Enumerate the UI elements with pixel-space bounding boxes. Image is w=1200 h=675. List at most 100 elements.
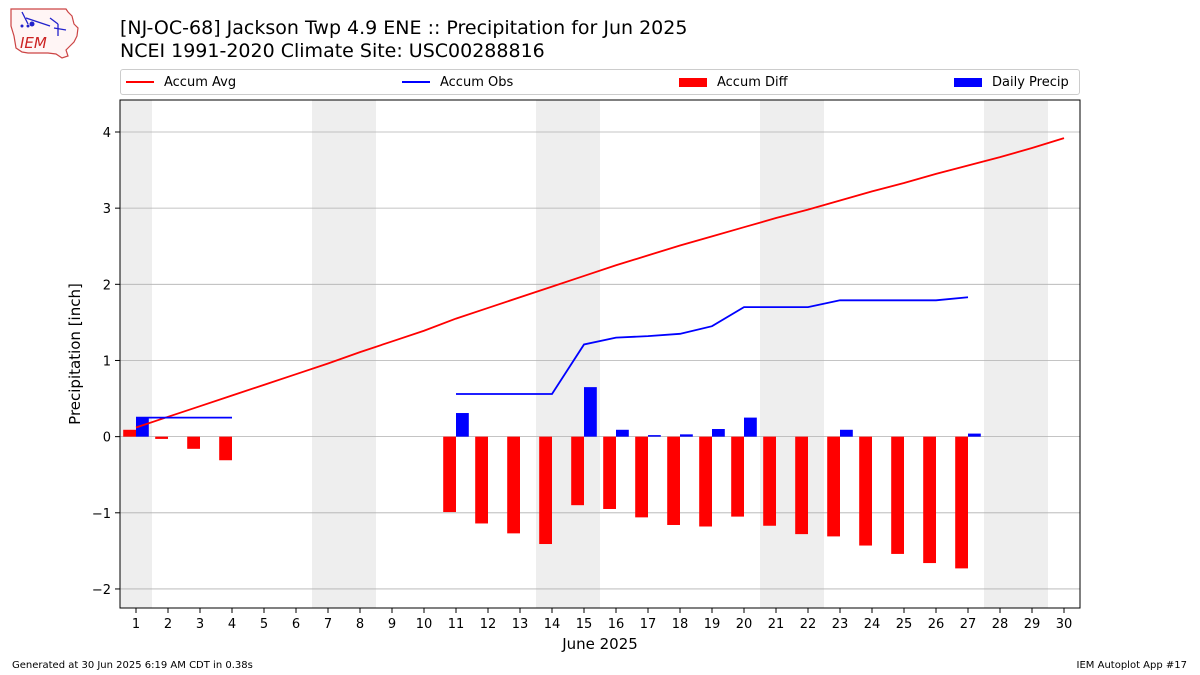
chart-subtitle: NCEI 1991-2020 Climate Site: USC00288816 bbox=[120, 40, 545, 62]
x-tick-label-6: 6 bbox=[292, 617, 300, 632]
logo-text: IEM bbox=[20, 34, 47, 52]
x-tick-label-20: 20 bbox=[736, 617, 753, 632]
x-tick-label-24: 24 bbox=[864, 617, 881, 632]
legend-swatch-accum-avg bbox=[126, 81, 154, 83]
bar-accum-diff-day-25 bbox=[891, 436, 904, 554]
y-tick-label-0: 0 bbox=[103, 431, 111, 446]
bar-series bbox=[123, 387, 981, 569]
bar-daily-precip-day-17 bbox=[648, 435, 661, 437]
y-tick-label-4: 4 bbox=[103, 126, 111, 141]
x-tick-label-14: 14 bbox=[544, 617, 561, 632]
x-tick-label-12: 12 bbox=[480, 617, 497, 632]
bar-daily-precip-day-1 bbox=[136, 417, 149, 437]
bar-accum-diff-day-27 bbox=[955, 436, 968, 569]
weekend-band-0 bbox=[120, 100, 152, 608]
x-tick-label-22: 22 bbox=[800, 617, 817, 632]
legend-item-accum-avg: Accum Avg bbox=[126, 70, 236, 94]
bar-daily-precip-day-18 bbox=[680, 434, 693, 437]
iem-logo: IEM bbox=[10, 8, 79, 59]
x-tick-label-18: 18 bbox=[672, 617, 689, 632]
weekend-band-2 bbox=[536, 100, 600, 608]
bar-accum-diff-day-20 bbox=[731, 436, 744, 517]
legend-label-accum-obs: Accum Obs bbox=[440, 74, 514, 90]
weekend-band-3 bbox=[760, 100, 824, 608]
weekend-band-1 bbox=[312, 100, 376, 608]
bar-accum-diff-day-16 bbox=[603, 436, 616, 509]
bar-daily-precip-day-11 bbox=[456, 413, 469, 437]
bar-accum-diff-day-19 bbox=[699, 436, 712, 527]
x-tick-label-17: 17 bbox=[640, 617, 657, 632]
bar-accum-diff-day-14 bbox=[539, 436, 552, 545]
x-tick-label-10: 10 bbox=[416, 617, 433, 632]
y-tick-label--2: −2 bbox=[92, 583, 111, 598]
y-tick-label-3: 3 bbox=[103, 202, 111, 217]
x-tick-label-5: 5 bbox=[260, 617, 268, 632]
bar-accum-diff-day-23 bbox=[827, 436, 840, 537]
legend-item-accum-diff: Accum Diff bbox=[679, 70, 788, 94]
x-tick-label-3: 3 bbox=[196, 617, 204, 632]
x-tick-label-21: 21 bbox=[768, 617, 785, 632]
legend-item-daily-precip: Daily Precip bbox=[954, 70, 1069, 94]
chart-title: [NJ-OC-68] Jackson Twp 4.9 ENE :: Precip… bbox=[120, 17, 688, 39]
bar-accum-diff-day-4 bbox=[219, 436, 232, 461]
legend-label-daily-precip: Daily Precip bbox=[992, 74, 1069, 90]
legend-swatch-daily-precip bbox=[954, 77, 982, 87]
x-tick-label-13: 13 bbox=[512, 617, 529, 632]
x-tick-label-25: 25 bbox=[896, 617, 913, 632]
footer-generated-text: Generated at 30 Jun 2025 6:19 AM CDT in … bbox=[12, 660, 253, 671]
x-tick-label-23: 23 bbox=[832, 617, 849, 632]
x-tick-label-30: 30 bbox=[1056, 617, 1073, 632]
bar-accum-diff-day-3 bbox=[187, 436, 200, 449]
bar-accum-diff-day-24 bbox=[859, 436, 872, 546]
x-tick-label-27: 27 bbox=[960, 617, 977, 632]
x-axis-label: June 2025 bbox=[561, 635, 638, 653]
line-accum-avg bbox=[135, 137, 1065, 429]
grid-lines bbox=[120, 131, 1080, 590]
y-axis-label: Precipitation [inch] bbox=[66, 283, 84, 425]
x-tick-label-16: 16 bbox=[608, 617, 625, 632]
bar-daily-precip-day-27 bbox=[968, 433, 981, 437]
legend-item-accum-obs: Accum Obs bbox=[402, 70, 513, 94]
bar-accum-diff-day-11 bbox=[443, 436, 456, 513]
x-tick-label-2: 2 bbox=[164, 617, 172, 632]
x-tick-label-26: 26 bbox=[928, 617, 945, 632]
weekend-shading bbox=[120, 100, 1048, 608]
bar-accum-diff-day-26 bbox=[923, 436, 936, 564]
x-tick-label-9: 9 bbox=[388, 617, 396, 632]
bar-accum-diff-day-17 bbox=[635, 436, 648, 518]
bar-accum-diff-day-12 bbox=[475, 436, 488, 524]
plot-frame bbox=[119, 99, 1081, 609]
bar-daily-precip-day-20 bbox=[744, 417, 757, 437]
legend-label-accum-avg: Accum Avg bbox=[164, 74, 237, 90]
y-tick-label-2: 2 bbox=[103, 278, 111, 293]
bar-accum-diff-day-2 bbox=[155, 436, 168, 439]
x-tick-label-11: 11 bbox=[448, 617, 465, 632]
x-tick-label-8: 8 bbox=[356, 617, 364, 632]
bar-daily-precip-day-15 bbox=[584, 387, 597, 437]
y-tick-label-1: 1 bbox=[103, 354, 111, 369]
line-series bbox=[135, 137, 1065, 429]
bar-daily-precip-day-19 bbox=[712, 429, 725, 437]
x-tick-label-4: 4 bbox=[228, 617, 236, 632]
bar-accum-diff-day-18 bbox=[667, 436, 680, 525]
legend-label-accum-diff: Accum Diff bbox=[717, 74, 788, 90]
x-tick-label-7: 7 bbox=[324, 617, 332, 632]
footer-app-text: IEM Autoplot App #17 bbox=[1076, 660, 1187, 671]
x-tick-label-28: 28 bbox=[992, 617, 1009, 632]
y-tick-label--1: −1 bbox=[92, 507, 111, 522]
x-tick-label-29: 29 bbox=[1024, 617, 1041, 632]
chart-legend: Accum Avg Accum Obs Accum Diff Daily Pre… bbox=[120, 69, 1080, 95]
bar-accum-diff-day-1 bbox=[123, 429, 136, 437]
line-accum-obs-segment-1 bbox=[456, 296, 969, 395]
bar-accum-diff-day-22 bbox=[795, 436, 808, 535]
legend-swatch-accum-diff bbox=[679, 77, 707, 87]
bar-accum-diff-day-15 bbox=[571, 436, 584, 506]
x-tick-label-15: 15 bbox=[576, 617, 593, 632]
x-tick-label-19: 19 bbox=[704, 617, 721, 632]
x-tick-label-1: 1 bbox=[132, 617, 140, 632]
bar-accum-diff-day-13 bbox=[507, 436, 520, 534]
bar-accum-diff-day-21 bbox=[763, 436, 776, 526]
legend-swatch-accum-obs bbox=[402, 81, 430, 83]
